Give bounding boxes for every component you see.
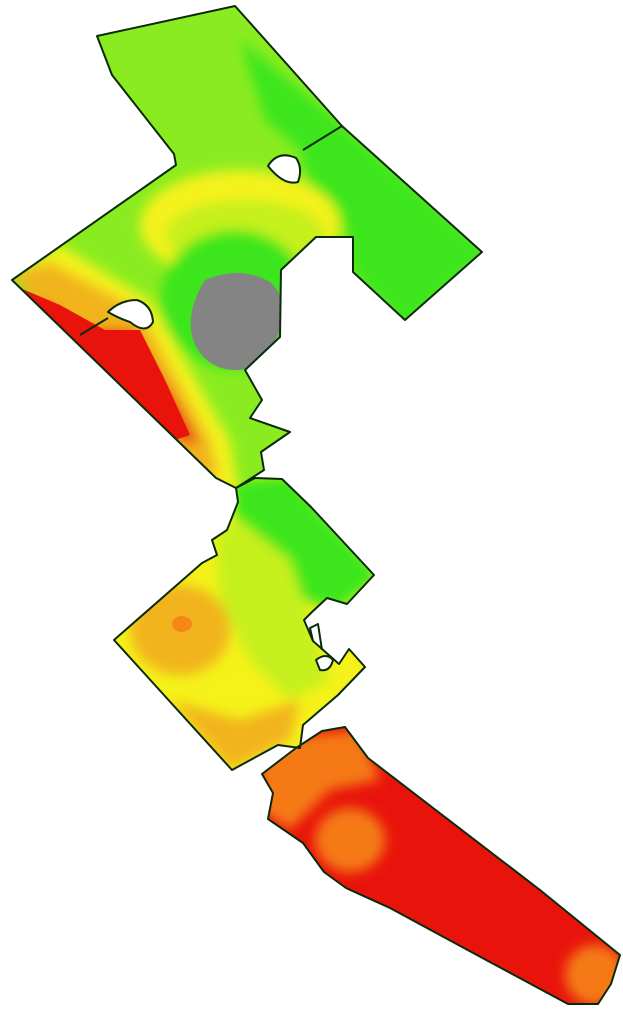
north-field-boundary xyxy=(11,5,483,489)
zone-lower-south-north xyxy=(262,730,380,830)
field-hole-north-1-outline xyxy=(267,154,302,184)
zone-high-east xyxy=(240,40,482,330)
zone-low-middle-south xyxy=(170,700,300,770)
field-boundaries xyxy=(11,5,621,1005)
field-hole-north-2-outline xyxy=(107,299,154,330)
middle-field-inlet xyxy=(309,623,323,651)
north-field-internal-line-west xyxy=(79,317,109,336)
north-field xyxy=(12,6,482,488)
zone-medium-north-base xyxy=(12,6,482,488)
zone-lower-middle-spot xyxy=(172,616,192,632)
south-strip-boundary xyxy=(261,726,621,1005)
zone-no-data xyxy=(190,272,284,371)
zone-lower-south-center xyxy=(315,808,385,872)
south-strip xyxy=(262,727,620,1004)
field-hole-north-1 xyxy=(268,155,301,183)
north-field-internal-line-east xyxy=(302,125,343,151)
middle-field-boundary xyxy=(113,477,375,771)
zone-high-middle xyxy=(230,478,374,610)
field-hole-north-2 xyxy=(108,300,153,329)
field-hole-middle-outline xyxy=(315,655,334,672)
zone-medium-middle xyxy=(215,520,330,700)
zone-lowest-west-core xyxy=(20,288,190,440)
